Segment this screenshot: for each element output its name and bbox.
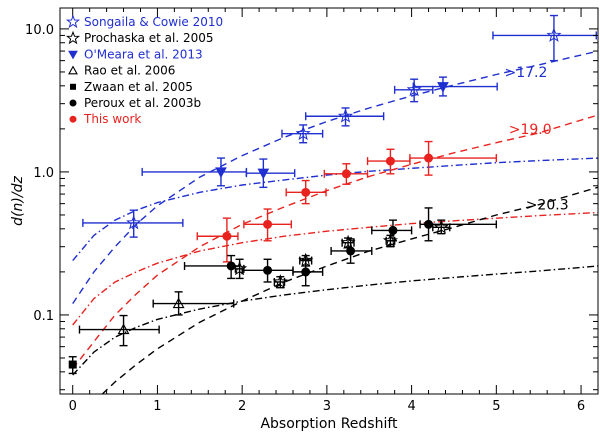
data-point bbox=[424, 219, 434, 229]
data-point bbox=[68, 360, 77, 369]
data-point bbox=[222, 231, 232, 241]
data-point bbox=[126, 214, 142, 230]
y-tick-label: 10.0 bbox=[25, 23, 54, 38]
x-tick-label: 6 bbox=[577, 399, 585, 414]
legend-label: Prochaska et al. 2005 bbox=[84, 31, 214, 45]
curve-dashed-black bbox=[101, 186, 598, 394]
data-point bbox=[215, 167, 227, 178]
x-tick-label: 4 bbox=[407, 399, 415, 414]
x-axis-label: Absorption Redshift bbox=[260, 416, 398, 432]
data-point bbox=[341, 169, 351, 179]
series-rao-et-al-2006 bbox=[78, 291, 235, 347]
legend-label: Rao et al. 2006 bbox=[84, 64, 175, 78]
data-point bbox=[232, 260, 248, 276]
series-zwaan-et-al-2005 bbox=[68, 356, 77, 375]
data-point bbox=[340, 234, 356, 250]
data-point bbox=[546, 27, 562, 42]
data-point bbox=[298, 252, 314, 267]
x-tick-label: 1 bbox=[153, 399, 161, 414]
y-axis-label: d(n)/dz bbox=[10, 176, 26, 226]
data-point bbox=[385, 156, 395, 166]
data-point bbox=[382, 232, 398, 248]
data-point bbox=[272, 274, 288, 289]
series-o-meara-et-al-2013 bbox=[141, 76, 498, 189]
legend-marker bbox=[69, 99, 77, 107]
legend-label: Songaila & Cowie 2010 bbox=[84, 15, 223, 29]
data-point bbox=[433, 219, 449, 234]
plot-frame bbox=[59, 7, 599, 395]
data-point bbox=[263, 265, 273, 275]
threshold-label: >17.2 bbox=[505, 65, 548, 81]
annotations: >17.2 >19.0 >20.3 bbox=[505, 65, 569, 214]
axes: 0 1 2 3 4 5 6 0.1 1.0 10.0 bbox=[25, 8, 598, 414]
legend-label: O'Meara et al. 2013 bbox=[84, 47, 203, 61]
data-point bbox=[172, 297, 185, 309]
legend-marker bbox=[69, 115, 77, 123]
x-tick-label: 0 bbox=[69, 399, 77, 414]
x-tick-label: 5 bbox=[492, 399, 500, 414]
threshold-label: >20.3 bbox=[526, 198, 569, 214]
legend: Songaila & Cowie 2010 Prochaska et al. 20… bbox=[65, 14, 223, 126]
data-point bbox=[295, 125, 311, 141]
data-point bbox=[424, 153, 434, 163]
data-point bbox=[257, 168, 270, 180]
legend-marker bbox=[65, 14, 81, 29]
data-point bbox=[406, 81, 422, 97]
curve-dashed-blue bbox=[72, 50, 598, 304]
legend-marker bbox=[68, 50, 78, 60]
x-tick-label: 3 bbox=[323, 399, 331, 414]
data-point bbox=[301, 187, 311, 197]
legend-label: Zwaan et al. 2005 bbox=[84, 80, 193, 94]
series-songaila-cowie-2010 bbox=[82, 14, 598, 238]
data-point bbox=[301, 267, 311, 277]
curve-dashdot-red bbox=[72, 211, 598, 326]
threshold-label: >19.0 bbox=[509, 122, 552, 138]
legend-marker bbox=[68, 65, 78, 75]
data-point bbox=[337, 108, 354, 123]
series-peroux-et-al-2003b bbox=[183, 207, 498, 287]
y-tick-label: 0.1 bbox=[33, 309, 54, 324]
curve-dashed-red bbox=[72, 114, 598, 370]
data-point bbox=[117, 323, 130, 335]
y-tick-label: 1.0 bbox=[33, 166, 54, 181]
series-prochaska-et-al-2005 bbox=[232, 219, 451, 289]
legend-marker bbox=[70, 83, 76, 90]
data-points bbox=[68, 14, 598, 375]
data-point bbox=[263, 219, 273, 229]
data-point bbox=[388, 225, 398, 235]
legend-marker bbox=[65, 30, 81, 45]
legend-label: This work bbox=[83, 112, 141, 126]
x-tick-label: 2 bbox=[238, 399, 246, 414]
curve-dashdot-black bbox=[72, 265, 598, 376]
data-point bbox=[226, 261, 236, 271]
series-this-work bbox=[196, 140, 498, 263]
curve-dashdot-blue bbox=[72, 157, 598, 262]
data-point bbox=[437, 82, 449, 93]
legend-label: Peroux et al. 2003b bbox=[84, 96, 201, 110]
